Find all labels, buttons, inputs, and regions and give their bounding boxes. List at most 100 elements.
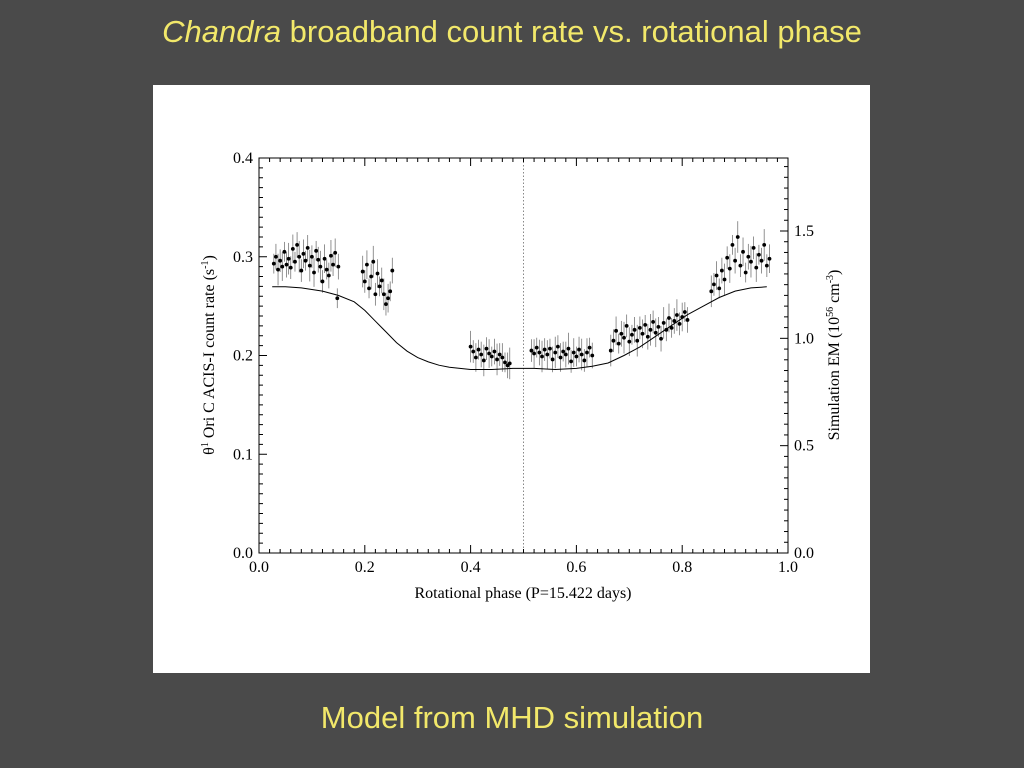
data-point <box>577 347 581 352</box>
data-point <box>682 310 687 314</box>
data-point <box>280 264 285 269</box>
data-point <box>293 259 297 264</box>
x-tick-label: 0.6 <box>566 559 586 576</box>
data-point <box>540 354 544 359</box>
data-point <box>384 302 388 307</box>
data-point <box>664 327 669 332</box>
data-point <box>290 246 295 251</box>
data-point <box>579 352 584 357</box>
data-point <box>685 318 690 322</box>
data-point <box>719 268 724 273</box>
y-left-tick-label: 0.4 <box>233 150 253 167</box>
y-left-tick-label: 0.3 <box>233 249 253 266</box>
data-point <box>301 251 306 256</box>
data-point <box>489 354 494 359</box>
data-point <box>587 345 592 350</box>
data-point <box>757 252 761 257</box>
chart-svg: 0.0 0.2 0.4 0.6 0.8 1.00.00.10.20.30.40.00.51… <box>200 150 843 602</box>
data-point <box>476 347 481 352</box>
data-point <box>468 344 473 349</box>
y-right-label-end: ) <box>826 270 843 275</box>
data-point <box>487 351 492 356</box>
data-point <box>614 328 618 333</box>
data-point <box>295 243 299 247</box>
data-point <box>497 352 502 357</box>
data-point <box>503 360 507 365</box>
data-point <box>284 262 289 267</box>
data-point <box>532 351 536 356</box>
data-point <box>680 315 685 319</box>
data-point <box>365 262 369 267</box>
data-point <box>656 324 661 329</box>
data-point <box>316 257 321 262</box>
data-point <box>548 346 552 351</box>
y-axis-left-label: θ1 Ori C ACIS-I count rate (s-1) <box>200 255 218 455</box>
data-point <box>561 349 566 354</box>
data-point <box>659 336 663 341</box>
data-point <box>741 249 745 254</box>
data-point <box>743 270 748 275</box>
data-point <box>310 254 314 259</box>
y-right-label-sup1: 56 <box>825 307 836 317</box>
data-point <box>735 235 740 239</box>
plot-panel: 0.0 0.2 0.4 0.6 0.8 1.0 0.0 0.1 0.2 0.3 0.4 0.0 0.5 1… <box>153 85 870 673</box>
data-point <box>369 274 374 279</box>
data-point <box>709 289 714 294</box>
data-point <box>624 323 629 328</box>
data-point <box>276 267 280 272</box>
model-curve <box>272 286 767 371</box>
data-point <box>299 268 304 273</box>
data-point <box>759 258 764 263</box>
data-point <box>303 258 308 263</box>
data-point <box>297 254 302 259</box>
data-point <box>362 279 367 284</box>
data-point <box>669 325 674 330</box>
data-point <box>733 258 737 263</box>
data-point <box>507 361 512 366</box>
data-point <box>305 245 310 250</box>
data-point <box>738 263 743 268</box>
data-point <box>274 254 278 259</box>
data-point <box>495 357 499 362</box>
data-point <box>566 346 571 351</box>
data-point <box>479 352 484 357</box>
data-point <box>585 350 589 355</box>
y-left-tick-label: 0.0 <box>233 545 253 562</box>
data-point <box>590 353 595 358</box>
data-point <box>608 348 613 353</box>
data-point <box>318 264 323 269</box>
data-point <box>727 266 732 271</box>
data-point <box>282 249 287 254</box>
x-tick-label: 0.0 <box>249 559 269 576</box>
data-point <box>635 338 640 343</box>
data-point <box>643 322 648 327</box>
data-point <box>537 350 542 355</box>
data-point <box>381 292 386 297</box>
data-point <box>722 277 727 282</box>
data-point <box>320 279 325 284</box>
data-point <box>640 331 645 336</box>
data-point <box>545 352 550 357</box>
data-point <box>563 352 568 357</box>
data-point <box>725 255 730 260</box>
x-tick-label: 0.8 <box>672 559 692 576</box>
data-point <box>632 327 637 332</box>
y-left-tick-label: 0.1 <box>233 446 253 463</box>
data-point <box>307 263 312 268</box>
data-point <box>767 256 772 261</box>
data-point <box>271 261 276 266</box>
data-point <box>388 289 393 294</box>
data-point <box>331 262 335 267</box>
data-point <box>764 263 769 268</box>
data-point <box>500 355 505 360</box>
data-point <box>645 334 650 339</box>
data-point <box>675 313 679 317</box>
data-point <box>278 258 283 263</box>
data-point <box>622 335 626 340</box>
data-point <box>637 325 642 330</box>
data-point <box>751 245 756 250</box>
data-point <box>714 273 719 278</box>
y-left-label-sup2: -1 <box>200 261 211 269</box>
data-point <box>569 359 574 364</box>
data-point <box>333 250 338 255</box>
